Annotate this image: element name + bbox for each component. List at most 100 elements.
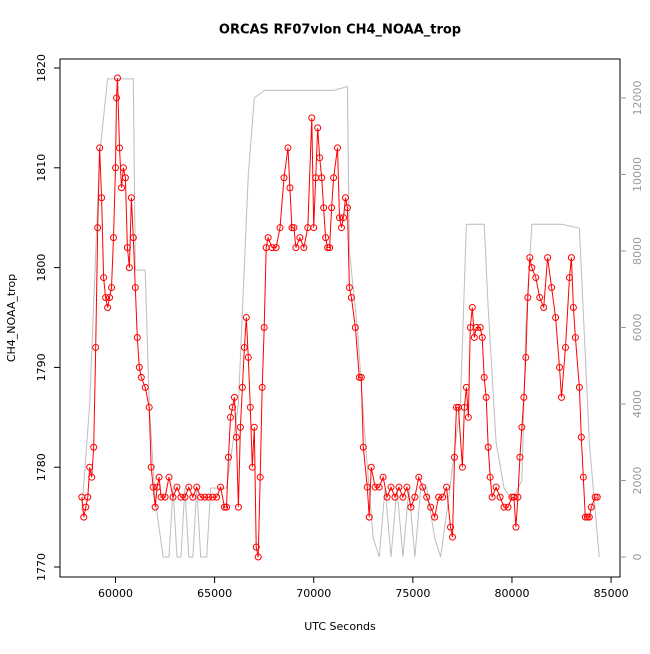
data-point <box>375 483 383 491</box>
data-point <box>561 343 569 351</box>
data-point <box>193 483 201 491</box>
data-point <box>242 314 250 322</box>
data-point <box>512 523 520 531</box>
y-tick-label: 1820 <box>35 54 48 82</box>
data-point <box>234 503 242 511</box>
data-point <box>407 503 415 511</box>
data-point <box>153 483 161 491</box>
y2-tick-label: 10000 <box>631 157 644 192</box>
data-point <box>339 214 347 222</box>
data-point <box>480 373 488 381</box>
data-point <box>581 513 589 521</box>
data-point <box>112 94 120 102</box>
data-point <box>258 383 266 391</box>
data-point <box>217 483 225 491</box>
data-point <box>135 363 143 371</box>
data-point <box>522 353 530 361</box>
x-tick-label: 70000 <box>296 587 331 600</box>
data-point <box>569 304 577 312</box>
data-point <box>504 503 512 511</box>
x-tick-label: 80000 <box>494 587 529 600</box>
data-point <box>367 463 375 471</box>
data-point <box>431 513 439 521</box>
data-point <box>591 493 599 501</box>
data-point <box>359 443 367 451</box>
data-point <box>115 144 123 152</box>
data-point <box>314 124 322 132</box>
data-point <box>450 453 458 461</box>
data-point <box>585 513 593 521</box>
data-point <box>80 513 88 521</box>
data-point <box>383 493 391 501</box>
data-point <box>371 483 379 491</box>
x-tick-label: 60000 <box>98 587 133 600</box>
data-point <box>575 383 583 391</box>
data-point <box>468 304 476 312</box>
data-point <box>415 473 423 481</box>
y2-tick-label: 8000 <box>631 237 644 265</box>
data-point <box>583 513 591 521</box>
data-point <box>472 323 480 331</box>
data-point <box>224 453 232 461</box>
data-point <box>520 393 528 401</box>
data-point <box>565 274 573 282</box>
data-point <box>316 154 324 162</box>
data-point <box>108 284 116 292</box>
data-point <box>536 294 544 302</box>
data-point <box>268 244 276 252</box>
data-point <box>250 423 258 431</box>
data-point <box>119 164 127 172</box>
data-point <box>427 503 435 511</box>
data-point <box>476 323 484 331</box>
data-point <box>189 493 197 501</box>
y2-tick-label: 0 <box>631 553 644 560</box>
data-point <box>540 304 548 312</box>
data-point <box>252 543 260 551</box>
x-tick-label: 75000 <box>395 587 430 600</box>
data-point <box>347 294 355 302</box>
data-point <box>528 264 536 272</box>
data-point <box>272 244 280 252</box>
data-point <box>296 234 304 242</box>
data-point <box>125 264 133 272</box>
data-point <box>452 403 460 411</box>
data-point <box>524 294 532 302</box>
data-point <box>435 493 443 501</box>
data-point <box>98 194 106 202</box>
data-point <box>221 503 229 511</box>
data-point <box>276 224 284 232</box>
data-point <box>518 423 526 431</box>
y-tick-label: 1780 <box>35 453 48 481</box>
data-point <box>246 403 254 411</box>
data-point <box>137 373 145 381</box>
data-point <box>149 483 157 491</box>
data-point <box>458 463 466 471</box>
data-point <box>256 473 264 481</box>
data-point <box>552 314 560 322</box>
data-point <box>205 493 213 501</box>
x-tick-label: 65000 <box>197 587 232 600</box>
y2-tick-label: 4000 <box>631 390 644 418</box>
data-point <box>328 204 336 212</box>
data-point <box>526 254 534 262</box>
data-point <box>300 244 308 252</box>
data-point <box>123 244 131 252</box>
data-point <box>423 493 431 501</box>
data-point <box>106 294 114 302</box>
data-point <box>230 393 238 401</box>
data-point <box>579 473 587 481</box>
data-point <box>548 284 556 292</box>
data-point <box>141 383 149 391</box>
data-point <box>131 284 139 292</box>
data-point <box>238 383 246 391</box>
data-point <box>484 443 492 451</box>
data-point <box>145 403 153 411</box>
data-point <box>447 523 455 531</box>
data-point <box>587 503 595 511</box>
data-point <box>228 403 236 411</box>
data-point <box>165 473 173 481</box>
data-point <box>500 503 508 511</box>
data-point <box>102 294 110 302</box>
